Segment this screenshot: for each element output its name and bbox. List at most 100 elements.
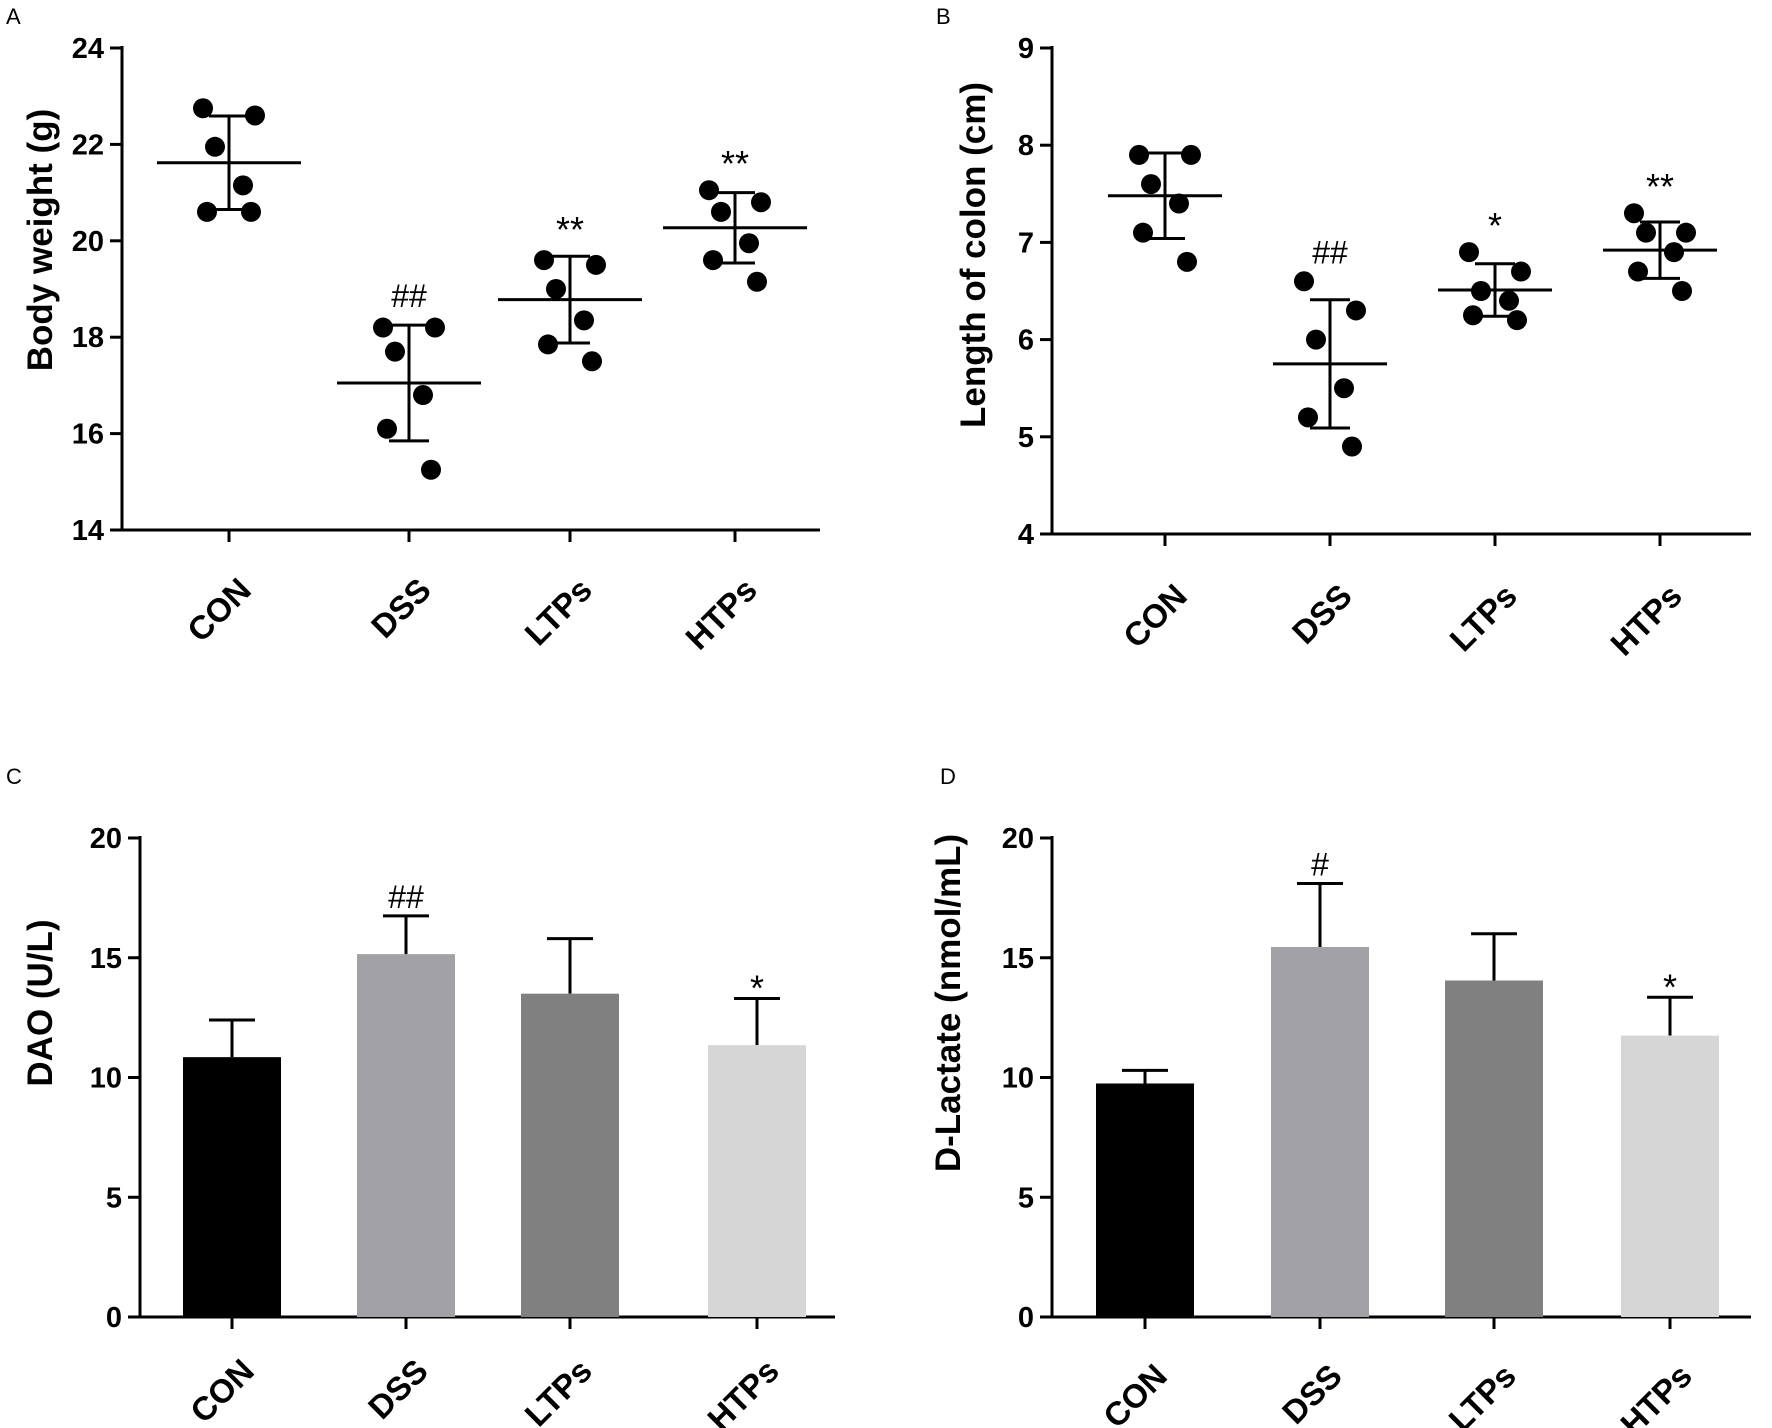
bar	[183, 1057, 281, 1317]
data-point	[245, 105, 265, 126]
data-point	[1463, 305, 1483, 326]
data-point	[413, 385, 433, 406]
data-point	[197, 201, 217, 222]
data-point	[546, 279, 566, 299]
x-tick-label: HTPs	[1613, 1357, 1699, 1428]
y-axis-title: DAO (U/L)	[21, 919, 60, 1086]
data-point	[586, 254, 606, 275]
data-point	[1129, 144, 1149, 165]
panel-letter: B	[936, 4, 951, 29]
data-point	[425, 317, 445, 338]
data-point	[1334, 378, 1354, 399]
y-tick-label: 0	[1018, 1302, 1034, 1334]
significance-marker: *	[1663, 966, 1677, 1007]
bar	[1445, 980, 1543, 1317]
data-point	[699, 180, 719, 201]
data-point	[385, 341, 405, 362]
data-point	[233, 175, 253, 196]
x-tick-label: LTPs	[1441, 1357, 1522, 1428]
data-point	[703, 250, 723, 271]
panel-d: D D-Lactate (nmol/mL) 0 5 10 15 20 CON DSS LTPs…	[929, 764, 1751, 1428]
data-point	[534, 250, 554, 271]
significance-marker: **	[721, 143, 749, 184]
x-tick-label: HTPs	[678, 571, 764, 657]
significance-marker: #	[1311, 847, 1329, 883]
data-point	[739, 233, 759, 254]
data-point	[421, 459, 441, 480]
data-point	[1511, 261, 1531, 282]
data-point	[1141, 174, 1161, 195]
data-point	[1459, 242, 1479, 263]
data-point	[1624, 203, 1644, 224]
x-tick-label: LTPs	[517, 571, 598, 652]
data-point	[711, 201, 731, 222]
y-tick-label: 6	[1018, 325, 1034, 357]
bar	[357, 954, 455, 1317]
bar	[1621, 1035, 1719, 1317]
significance-marker: **	[556, 209, 584, 250]
y-axis-title: D-Lactate (nmol/mL)	[929, 834, 968, 1172]
y-tick-label: 20	[1002, 823, 1034, 855]
y-axis-title: Length of colon (cm)	[954, 82, 993, 428]
y-tick-label: 5	[1018, 422, 1034, 454]
bar	[708, 1045, 806, 1317]
data-point	[377, 418, 397, 439]
y-tick-label: 4	[1018, 519, 1034, 551]
data-point	[574, 310, 594, 331]
x-tick-label: DSS	[364, 571, 438, 645]
x-tick-label: LTPs	[517, 1352, 598, 1428]
data-point	[1499, 290, 1519, 311]
x-tick-label: CON	[180, 571, 258, 649]
data-point	[1346, 300, 1366, 321]
significance-marker: ##	[391, 278, 427, 314]
significance-marker: ##	[1312, 234, 1348, 270]
data-point	[747, 271, 767, 292]
data-point	[1169, 193, 1189, 214]
y-tick-label: 20	[90, 823, 122, 855]
panel-b: B Length of colon (cm) 4 5 6 7 8 9 CON DSS LTPs H…	[936, 4, 1751, 663]
data-point	[1181, 144, 1201, 165]
data-point	[751, 192, 771, 213]
panel-a: A Body weight (g) 14 16 18 20 22 24 CON DSS LTPs…	[6, 4, 820, 657]
data-point	[582, 351, 602, 372]
y-tick-label: 14	[72, 515, 104, 547]
data-point	[1672, 281, 1692, 301]
x-tick-label: LTPs	[1442, 577, 1523, 658]
y-tick-label: 22	[72, 129, 104, 161]
data-point	[1342, 436, 1362, 457]
panel-c: C DAO (U/L) 0 5 10 15 20 CON DSS LTPs HTPs ## *	[6, 764, 835, 1428]
x-tick-label: DSS	[1285, 577, 1359, 651]
y-tick-label: 9	[1018, 33, 1034, 65]
y-tick-label: 18	[72, 322, 104, 354]
y-tick-label: 5	[1018, 1182, 1034, 1214]
data-point	[1298, 407, 1318, 428]
y-tick-label: 10	[1002, 1063, 1034, 1095]
y-axis-title: Body weight (g)	[21, 109, 60, 371]
data-point	[1471, 281, 1491, 301]
data-point	[1507, 310, 1527, 331]
data-point	[1177, 251, 1197, 272]
x-tick-label: HTPs	[700, 1352, 786, 1428]
x-tick-label: HTPs	[1603, 577, 1689, 663]
y-tick-label: 24	[72, 33, 104, 65]
y-tick-label: 20	[72, 226, 104, 258]
x-tick-label: DSS	[1275, 1357, 1349, 1428]
panel-letter: D	[940, 764, 956, 789]
data-point	[1676, 222, 1696, 243]
y-tick-label: 16	[72, 419, 104, 451]
data-point	[1664, 242, 1684, 263]
bar	[1271, 946, 1369, 1317]
data-point	[1636, 222, 1656, 243]
data-point	[193, 98, 213, 119]
data-point	[538, 334, 558, 355]
data-point	[205, 136, 225, 157]
y-tick-label: 8	[1018, 130, 1034, 162]
data-point	[1133, 222, 1153, 243]
y-tick-label: 15	[90, 943, 122, 975]
significance-marker: **	[1646, 166, 1674, 207]
panel-letter: A	[6, 4, 21, 29]
y-tick-label: 15	[1002, 943, 1034, 975]
panel-letter: C	[6, 764, 22, 789]
data-point	[1294, 271, 1314, 292]
